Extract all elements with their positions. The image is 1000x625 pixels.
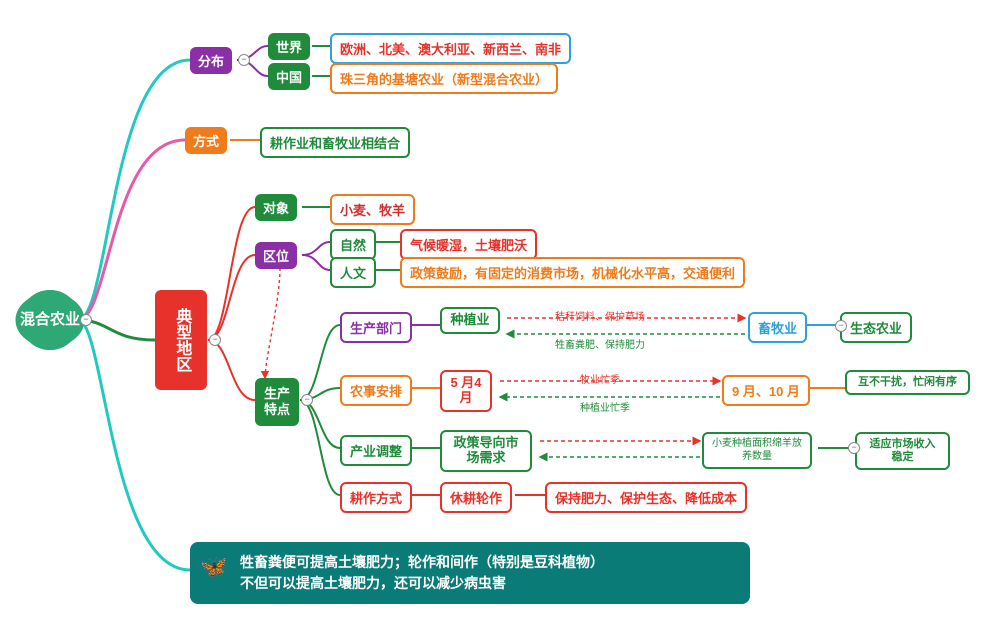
node-world-detail: 欧洲、北美、澳大利亚、新西兰、南非: [330, 33, 571, 64]
toggle-icon[interactable]: −: [835, 320, 847, 332]
label: 9 月、10 月: [732, 381, 800, 400]
label: 5 月4 月: [450, 376, 482, 406]
node-crop[interactable]: 种植业: [440, 307, 500, 334]
label: 生产特点: [263, 386, 291, 417]
node-adjust-result: 适应市场收入稳定: [855, 432, 950, 470]
node-adjust-mid: 政策导向市场需求: [440, 430, 532, 472]
note-dept-down: 牲畜粪肥、保持肥力: [555, 336, 645, 351]
node-distribution[interactable]: 分布: [190, 47, 232, 74]
toggle-icon[interactable]: −: [848, 442, 860, 454]
root-node[interactable]: 混合农业: [20, 290, 80, 350]
label: 方式: [193, 131, 219, 150]
node-china-detail: 珠三角的基塘农业（新型混合农业）: [330, 63, 558, 94]
node-object[interactable]: 对象: [255, 194, 297, 221]
label: 典型地区: [171, 308, 192, 372]
label: 休耕轮作: [450, 488, 502, 507]
label: 政策导向市场需求: [450, 436, 522, 466]
label: 畜牧业: [758, 318, 797, 337]
node-adjust-mid2: 小麦种植面积绵羊放养数量: [702, 432, 812, 469]
note-sched-down: 种植业忙季: [580, 399, 630, 414]
label: 欧洲、北美、澳大利亚、新西兰、南非: [340, 39, 561, 58]
toggle-icon[interactable]: −: [80, 314, 92, 326]
label: 分布: [198, 51, 224, 70]
node-cultivation[interactable]: 耕作方式: [340, 482, 412, 513]
label: 耕作业和畜牧业相结合: [270, 133, 400, 152]
label: 自然: [340, 235, 366, 254]
label: 珠三角的基塘农业（新型混合农业）: [340, 69, 548, 88]
node-human-detail: 政策鼓励，有固定的消费市场，机械化水平高，交通便利: [400, 257, 745, 288]
footnote-box: 🦋 牲畜粪便可提高土壤肥力；轮作和间作（特别是豆科植物） 不但可以提高土壤肥力，…: [190, 542, 750, 604]
note-dept-up: 秸秆饲料、保护草场: [555, 308, 645, 323]
label: 中国: [276, 67, 302, 86]
label: 政策鼓励，有固定的消费市场，机械化水平高，交通便利: [410, 263, 735, 282]
label: 互不干扰，忙闲有序: [858, 376, 957, 389]
butterfly-icon: 🦋: [200, 550, 227, 583]
node-cultivation-mid: 休耕轮作: [440, 482, 512, 513]
label: 小麦种植面积绵羊放养数量: [712, 438, 802, 463]
node-location[interactable]: 区位: [255, 242, 297, 269]
node-dept[interactable]: 生产部门: [340, 312, 412, 343]
node-features[interactable]: 生产特点: [255, 378, 299, 426]
label: 农事安排: [350, 381, 402, 400]
label: 小麦、牧羊: [340, 200, 405, 219]
label: 气候暖湿，土壤肥沃: [410, 235, 527, 254]
node-cultivation-result: 保持肥力、保护生态、降低成本: [545, 482, 747, 513]
node-method-detail: 耕作业和畜牧业相结合: [260, 127, 410, 158]
label: 区位: [263, 246, 289, 265]
note-sched-up: 牧业忙季: [580, 371, 620, 386]
node-nature-detail: 气候暖湿，土壤肥沃: [400, 229, 537, 260]
footnote-text: 牲畜粪便可提高土壤肥力；轮作和间作（特别是豆科植物） 不但可以提高土壤肥力，还可…: [240, 554, 604, 591]
node-eco[interactable]: 生态农业: [840, 312, 912, 343]
node-animal[interactable]: 畜牧业: [748, 312, 807, 343]
node-peak1: 5 月4 月: [440, 370, 492, 412]
root-label: 混合农业: [20, 311, 80, 329]
node-china[interactable]: 中国: [268, 63, 310, 90]
label: 种植业: [450, 313, 489, 328]
label: 对象: [263, 198, 289, 217]
node-nature[interactable]: 自然: [330, 229, 376, 260]
label: 产业调整: [350, 441, 402, 460]
node-world[interactable]: 世界: [268, 33, 310, 60]
node-region[interactable]: 典型地区: [155, 290, 207, 390]
node-method[interactable]: 方式: [185, 127, 227, 154]
node-object-detail: 小麦、牧羊: [330, 194, 415, 225]
node-adjust[interactable]: 产业调整: [340, 435, 412, 466]
node-human[interactable]: 人文: [330, 257, 376, 288]
label: 适应市场收入稳定: [865, 438, 940, 464]
toggle-icon[interactable]: −: [209, 334, 221, 346]
label: 生产部门: [350, 318, 402, 337]
label: 人文: [340, 263, 366, 282]
label: 耕作方式: [350, 488, 402, 507]
node-schedule[interactable]: 农事安排: [340, 375, 412, 406]
label: 世界: [276, 37, 302, 56]
node-peak2: 9 月、10 月: [722, 375, 810, 406]
toggle-icon[interactable]: −: [301, 394, 313, 406]
label: 保持肥力、保护生态、降低成本: [555, 488, 737, 507]
label: 生态农业: [850, 318, 902, 337]
toggle-icon[interactable]: −: [238, 54, 250, 66]
node-schedule-result: 互不干扰，忙闲有序: [845, 370, 970, 395]
